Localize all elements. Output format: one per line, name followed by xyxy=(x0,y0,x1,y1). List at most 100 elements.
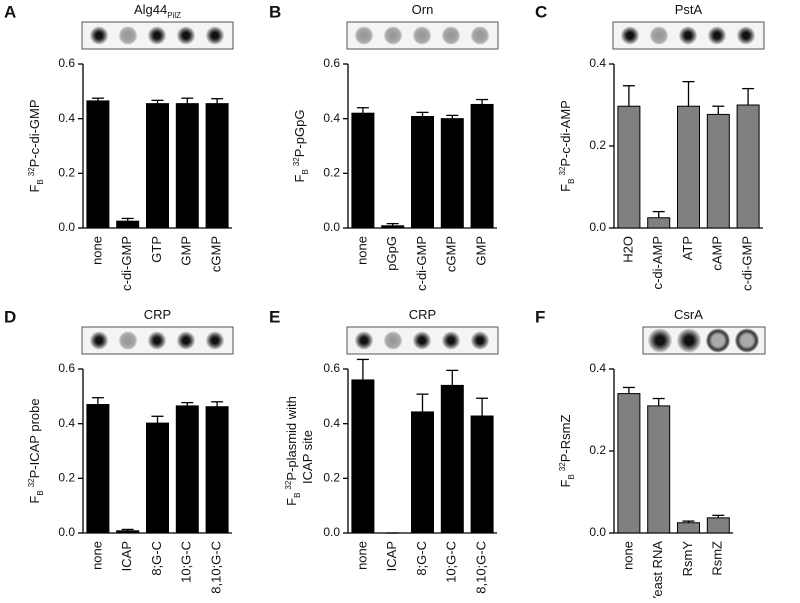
x-tick-label: c-di-GMP xyxy=(119,236,134,291)
title-subscript: PilZ xyxy=(167,11,181,20)
blot-spot xyxy=(355,331,373,350)
title-text: Alg44 xyxy=(134,2,167,17)
bar xyxy=(470,415,494,534)
y-tick-label: 0.4 xyxy=(589,56,606,70)
label-text: P-c-di-GMP xyxy=(27,99,42,167)
x-tick-label: ICAP xyxy=(119,541,134,571)
error-bar xyxy=(622,85,635,107)
blot-spot xyxy=(90,26,108,45)
bar xyxy=(706,113,730,229)
x-tick-label: 10;G-C xyxy=(179,541,194,583)
panel-letter: E xyxy=(269,307,280,326)
panel-title: CRP xyxy=(409,307,436,322)
y-tick-label: 0.4 xyxy=(589,361,606,375)
blot-spot xyxy=(679,26,697,45)
blot-spot xyxy=(177,26,195,45)
blot-spot xyxy=(413,26,431,45)
y-axis-label: FB32P-RsmZ xyxy=(558,415,576,488)
y-tick-label: 0.6 xyxy=(58,56,75,70)
x-tick-label: none xyxy=(89,541,104,570)
y-tick-label: 0.4 xyxy=(323,416,340,430)
error-bar xyxy=(416,393,429,412)
blot-spot xyxy=(708,26,726,45)
blot-spot xyxy=(355,26,373,45)
label-subscript: B xyxy=(293,493,302,498)
x-tick-label: 8,10;G-C xyxy=(474,541,489,594)
blot-spot xyxy=(621,26,639,45)
blot-spot xyxy=(148,331,166,350)
y-tick-label: 0.2 xyxy=(589,138,606,152)
panel-letter: B xyxy=(269,2,281,21)
title-text: CRP xyxy=(144,307,171,322)
panel-title: PstA xyxy=(675,2,703,17)
error-bar xyxy=(712,514,725,518)
label-subscript: B xyxy=(301,169,310,174)
blot-spot xyxy=(648,328,672,353)
label-superscript: 32 xyxy=(27,167,36,176)
y-tick-label: 0.0 xyxy=(323,525,340,539)
error-bar xyxy=(211,401,224,407)
y-axis-label: FB32P-ICAP probe xyxy=(27,398,45,503)
blot-spot xyxy=(119,26,137,45)
panel-letter: C xyxy=(535,2,547,21)
y-tick-label: 0.6 xyxy=(58,361,75,375)
blot-spot xyxy=(90,331,108,350)
x-tick-label: ICAP xyxy=(384,541,399,571)
x-tick-label: GMP xyxy=(474,236,489,266)
x-tick-label: 8,10;G-C xyxy=(209,541,224,594)
blot-spot xyxy=(737,26,755,45)
bar xyxy=(706,517,730,534)
bar xyxy=(86,100,110,229)
label-base: F xyxy=(558,479,573,487)
x-tick-label: none xyxy=(354,541,369,570)
title-text: CRP xyxy=(409,307,436,322)
label-base: F xyxy=(292,174,307,182)
label-superscript: 32 xyxy=(558,462,567,471)
bar xyxy=(411,411,434,534)
error-bar xyxy=(356,358,369,380)
y-tick-label: 0.0 xyxy=(58,525,75,539)
y-tick-label: 0.0 xyxy=(323,220,340,234)
bar xyxy=(381,225,405,229)
panel-title: Orn xyxy=(412,2,434,17)
x-tick-label: cGMP xyxy=(444,236,459,272)
x-tick-label: GMP xyxy=(179,236,194,266)
x-tick-label: c-di-AMP xyxy=(650,236,665,289)
bar xyxy=(351,112,375,229)
label-subscript: B xyxy=(567,474,576,479)
bar xyxy=(175,405,199,534)
blot-spot xyxy=(735,328,759,353)
label-base: F xyxy=(27,496,42,504)
blot-spot xyxy=(177,331,195,350)
y-axis-label: ICAP site xyxy=(300,430,315,484)
blot-spot xyxy=(471,331,489,350)
error-bar xyxy=(416,111,429,117)
bar xyxy=(351,379,375,534)
x-tick-label: none xyxy=(89,236,104,265)
blot-spot xyxy=(148,26,166,45)
x-tick-label: H2O xyxy=(620,236,635,263)
error-bar xyxy=(446,114,459,119)
blot-spot xyxy=(650,26,668,45)
bar xyxy=(677,105,700,229)
bar xyxy=(440,118,464,229)
blot-spot xyxy=(471,26,489,45)
bar xyxy=(86,404,110,534)
error-bar xyxy=(121,528,134,531)
error-bar xyxy=(682,520,695,523)
blot-spot xyxy=(677,328,701,353)
bar xyxy=(205,406,229,534)
label-text: P-plasmid with xyxy=(284,396,299,481)
y-axis-label: FB32P-c-di-GMP xyxy=(27,99,45,192)
label-superscript: 32 xyxy=(27,478,36,487)
x-tick-label: 8;G-C xyxy=(149,541,164,576)
panel-title: CsrA xyxy=(674,307,703,322)
error-bar xyxy=(121,217,134,222)
x-tick-label: none xyxy=(620,541,635,570)
y-tick-label: 0.4 xyxy=(323,111,340,125)
bar xyxy=(677,522,700,534)
bar xyxy=(470,103,494,229)
label-text: P-c-di-AMP xyxy=(558,100,573,166)
label-base: F xyxy=(284,498,299,506)
